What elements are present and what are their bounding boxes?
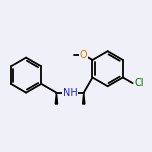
Text: Cl: Cl: [134, 78, 144, 88]
Polygon shape: [55, 93, 58, 104]
Polygon shape: [83, 93, 85, 104]
Text: NH: NH: [63, 88, 78, 98]
Text: O: O: [80, 50, 87, 60]
